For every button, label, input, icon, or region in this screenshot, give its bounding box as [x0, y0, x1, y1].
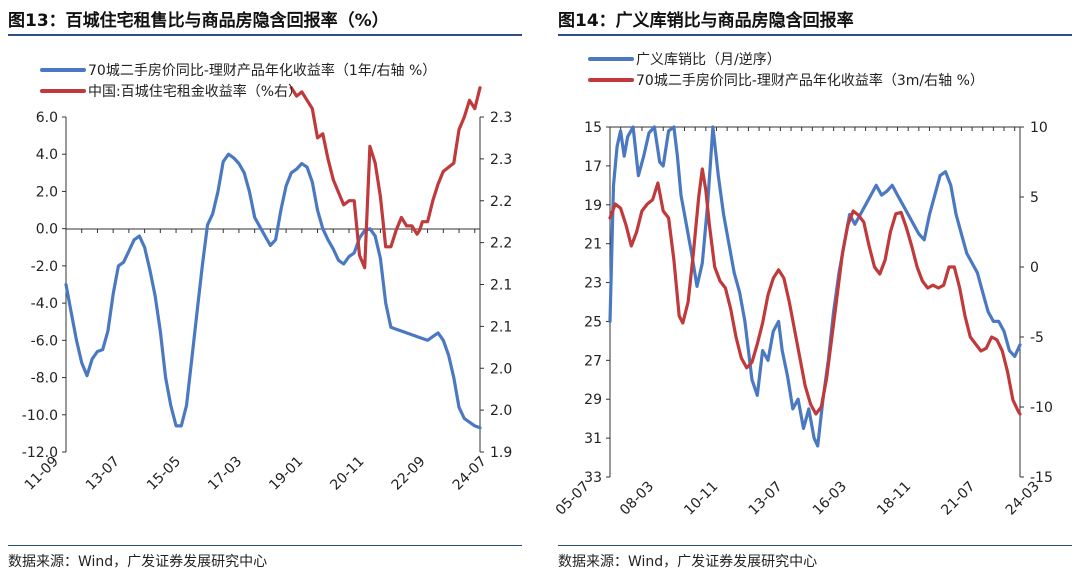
right-tick-label: 2.2 — [490, 194, 512, 210]
chart-source: 数据来源：Wind，广发证券发展研究中心 — [8, 554, 268, 570]
right-tick-label: 10 — [1030, 120, 1048, 136]
right-tick-label: -10 — [1030, 400, 1053, 416]
title-rule — [558, 34, 1072, 36]
x-tick-label: 21-07 — [938, 479, 978, 519]
series-line-1 — [608, 125, 1022, 448]
source-rule — [8, 545, 522, 546]
left-tick-label: -12.0 — [22, 445, 58, 461]
title-rule — [8, 34, 522, 36]
left-tick-label: 23 — [584, 276, 602, 292]
left-tick-label: -2.0 — [31, 259, 58, 275]
right-tick-label: 2.2 — [490, 236, 512, 252]
left-tick-label: 4.0 — [36, 147, 58, 163]
chart-title: 图14：广义库销比与商品房隐含回报率 — [558, 11, 854, 31]
left-tick-label: 31 — [584, 431, 602, 447]
left-tick-label: 6.0 — [36, 110, 58, 126]
right-tick-label: -5 — [1030, 330, 1044, 346]
x-tick-label: 05-07 — [553, 479, 593, 519]
legend-label-2: 70城二手房价同比-理财产品年化收益率（3m/右轴 %） — [636, 72, 984, 89]
right-tick-label: 2.1 — [490, 319, 512, 335]
x-tick-label: 10-11 — [681, 479, 721, 519]
x-tick-label: 08-03 — [617, 479, 657, 519]
left-tick-label: 19 — [584, 198, 602, 214]
x-tick-label: 15-05 — [144, 454, 184, 494]
right-tick-label: 5 — [1030, 190, 1039, 206]
right-tick-label: 0 — [1030, 260, 1039, 276]
left-tick-label: 25 — [584, 314, 602, 330]
series-line-2 — [289, 86, 482, 270]
legend-label-1: 70城二手房价同比-理财产品年化收益率（1年/右轴 %） — [88, 62, 436, 79]
left-tick-label: 27 — [584, 353, 602, 369]
series-line-1 — [64, 152, 482, 430]
series-line-2 — [608, 167, 1022, 416]
chart-panel-14: 图14：广义库销比与商品房隐含回报率 15 17 19 21 23 25 27 29 31 33 1… — [550, 0, 1080, 576]
x-tick-label: 24-03 — [1003, 479, 1043, 519]
chart-source: 数据来源：Wind，广发证券发展研究中心 — [558, 554, 818, 570]
right-tick-label: 1.9 — [490, 445, 512, 461]
x-tick-label: 13-07 — [83, 454, 123, 494]
x-tick-label: 19-01 — [266, 454, 306, 494]
x-tick-label: 18-11 — [874, 479, 914, 519]
left-tick-label: -8.0 — [31, 371, 58, 387]
x-tick-label: 20-11 — [327, 454, 367, 494]
chart-panel-13: 图13：百城住宅租售比与商品房隐含回报率（%） 6.0 4.0 2.0 0.0 -2.0… — [0, 0, 530, 576]
left-tick-label: 15 — [584, 120, 602, 136]
x-tick-label: 24-07 — [450, 454, 490, 494]
source-rule — [558, 545, 1072, 546]
chart-title: 图13：百城住宅租售比与商品房隐含回报率（%） — [8, 11, 389, 31]
right-tick-label: 2.1 — [490, 278, 512, 294]
x-tick-label: 17-03 — [205, 454, 245, 494]
left-tick-label: 0.0 — [36, 222, 58, 238]
chart-13: 6.0 4.0 2.0 0.0 -2.0 -4.0 -6.0 -8.0 -10.0 -12.0 2.… — [22, 62, 513, 494]
left-tick-label: 29 — [584, 392, 602, 408]
left-tick-label: -10.0 — [22, 408, 58, 424]
right-tick-label: 2.0 — [490, 403, 512, 419]
legend-label-2: 中国:百城住宅租金收益率（%右） — [88, 83, 302, 100]
legend-label-1: 广义库销比（月/逆序） — [636, 52, 781, 68]
right-tick-label: 2.0 — [490, 361, 512, 377]
chart-14: 15 17 19 21 23 25 27 29 31 33 10 5 0 -5 -10 -15 05-07 08-… — [553, 52, 1053, 519]
left-tick-label: 33 — [584, 470, 602, 486]
right-tick-label: 2.3 — [490, 110, 512, 126]
left-tick-label: 21 — [584, 237, 602, 253]
x-tick-label: 13-07 — [746, 479, 786, 519]
x-tick-label: 22-09 — [389, 454, 429, 494]
left-tick-label: -6.0 — [31, 333, 58, 349]
left-tick-label: -4.0 — [31, 296, 58, 312]
right-tick-label: 2.3 — [490, 152, 512, 168]
left-tick-label: 2.0 — [36, 184, 58, 200]
right-tick-label: -15 — [1030, 470, 1053, 486]
left-tick-label: 17 — [584, 159, 602, 175]
x-tick-label: 16-03 — [810, 479, 850, 519]
